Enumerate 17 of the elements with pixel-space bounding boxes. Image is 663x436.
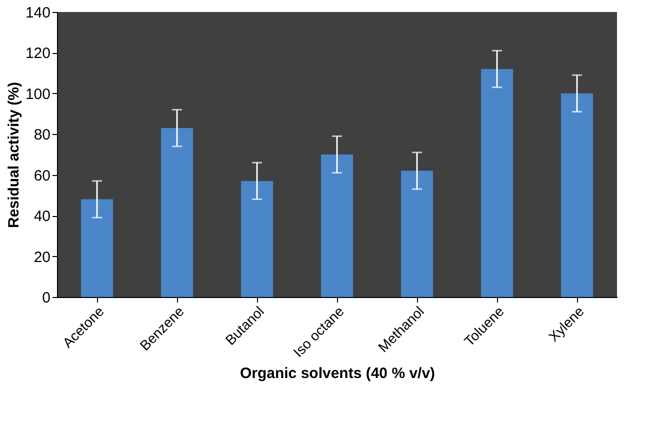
- y-tick-label: 20: [34, 248, 50, 266]
- y-tick-label: 40: [34, 208, 50, 226]
- x-axis-title: Organic solvents (40 % v/v): [240, 365, 436, 382]
- y-axis-title: Residual activity (%): [5, 82, 22, 228]
- bar: [561, 93, 593, 297]
- bar: [81, 199, 113, 297]
- y-tick-label: 80: [34, 126, 50, 144]
- y-tick-label: 0: [42, 290, 50, 306]
- y-tick-label: 140: [25, 4, 50, 22]
- bar: [161, 128, 193, 297]
- y-tick-label: 60: [34, 167, 50, 184]
- y-tick-label: 120: [25, 45, 50, 62]
- bar: [481, 69, 513, 297]
- bar: [321, 154, 353, 297]
- bar: [241, 180, 273, 297]
- y-tick-label: 100: [25, 86, 50, 103]
- bar: [401, 170, 433, 297]
